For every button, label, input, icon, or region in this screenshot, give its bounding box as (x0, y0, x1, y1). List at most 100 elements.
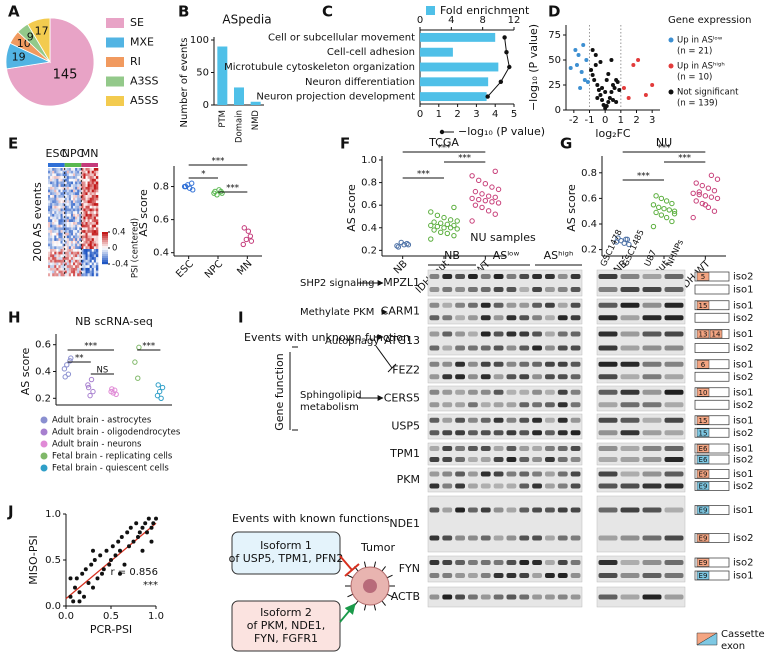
heatmap-cell (54, 227, 57, 231)
heatmap-cell (77, 243, 80, 247)
heatmap-cell (52, 181, 55, 185)
gel-band (642, 389, 662, 395)
heatmap-cell (66, 238, 70, 242)
value-label: 9 (27, 30, 34, 43)
line-point (504, 50, 509, 55)
heatmap-cell (85, 213, 88, 217)
legend-swatch (426, 6, 435, 15)
gel-band (480, 430, 491, 436)
heatmap-cell (85, 211, 88, 215)
point (611, 98, 615, 102)
y-axis-label: AS score (345, 184, 358, 232)
heatmap-cell (93, 259, 97, 263)
cell-line-label: NHNPs (665, 238, 686, 269)
point (434, 212, 441, 219)
gel-band (455, 471, 465, 477)
point (479, 204, 485, 211)
y-axis-label: MISO-PSI (27, 535, 40, 585)
gel-band (468, 361, 478, 367)
value-label: 17 (35, 24, 49, 37)
isoform-label: iso2 (733, 533, 753, 544)
gel-background (596, 495, 686, 553)
heatmap-cell (62, 227, 65, 231)
gel-band (532, 402, 542, 408)
heatmap-cell (70, 189, 74, 193)
gel-band (620, 507, 640, 513)
heatmap-cell (89, 208, 93, 212)
heatmap-cell (54, 230, 57, 234)
heatmap-cell (50, 251, 53, 255)
exon-label: 15 (699, 417, 708, 425)
heatmap-cell (81, 200, 84, 204)
heatmap-cell (70, 227, 74, 231)
exon-label: 15 (699, 429, 708, 437)
gene-label: FEZ2 (392, 364, 420, 377)
gel-band (664, 483, 684, 489)
heatmap-cell (70, 251, 74, 255)
heatmap-cell (64, 227, 68, 231)
point (714, 195, 721, 202)
heatmap-cell (93, 184, 97, 188)
heatmap-cell (64, 257, 68, 261)
gel-band (480, 374, 491, 380)
gel-background (427, 555, 583, 583)
bar (420, 47, 453, 57)
gel-band (664, 402, 684, 408)
gel-band (468, 374, 478, 380)
heatmap-cell (79, 246, 82, 250)
heatmap-cell (73, 203, 76, 207)
gel-band (545, 594, 555, 600)
gel-band (557, 446, 568, 451)
heatmap-cell (48, 219, 51, 223)
heatmap-cell (52, 224, 55, 228)
heatmap-cell (66, 235, 70, 239)
inhibit-line (339, 555, 353, 571)
heatmap-cell (56, 224, 59, 228)
gel-band (480, 389, 491, 395)
heatmap-cell (91, 208, 95, 212)
colorbar-step (102, 236, 108, 239)
heatmap-cell (77, 205, 80, 209)
exon-label: E9 (699, 471, 708, 479)
heatmap-cell (56, 267, 59, 271)
heatmap-cell (70, 267, 74, 271)
heatmap-cell (93, 240, 97, 244)
heatmap-cell (95, 216, 99, 220)
gel-band (570, 535, 581, 541)
heatmap-cell (66, 211, 70, 215)
point (87, 392, 93, 399)
heatmap-cell (70, 178, 74, 182)
heatmap-cell (48, 273, 51, 277)
heatmap-cell (93, 273, 97, 277)
gel-background (596, 555, 686, 583)
gel-band (532, 457, 542, 462)
gel-band (506, 594, 517, 600)
heatmap-cell (95, 249, 99, 252)
isoform-label: iso1 (733, 571, 753, 582)
point (482, 181, 489, 187)
gel-band (664, 287, 684, 292)
heatmap-cell (52, 213, 55, 217)
heatmap-cell (87, 192, 90, 196)
heatmap-cell (56, 254, 59, 258)
heatmap-cell (75, 211, 78, 215)
heatmap-cell (87, 267, 90, 271)
heatmap-cell (62, 195, 65, 198)
colorbar-step (102, 262, 108, 265)
point (454, 218, 460, 224)
x-tick-label: 1 (618, 115, 624, 126)
heatmap-cell (93, 227, 97, 231)
heatmap-cell (95, 208, 99, 212)
heatmap-cell (50, 213, 53, 217)
heatmap-cell (89, 184, 93, 188)
heatmap-cell (62, 273, 65, 277)
heatmap-cell (54, 205, 57, 209)
point (576, 53, 581, 57)
heatmap-cell (85, 267, 88, 271)
heatmap-cell (87, 211, 90, 215)
gel-band (545, 374, 555, 380)
heatmap-cell (62, 184, 65, 188)
gel-band (429, 471, 440, 477)
gel-band (468, 402, 478, 408)
gel-band (570, 361, 581, 367)
